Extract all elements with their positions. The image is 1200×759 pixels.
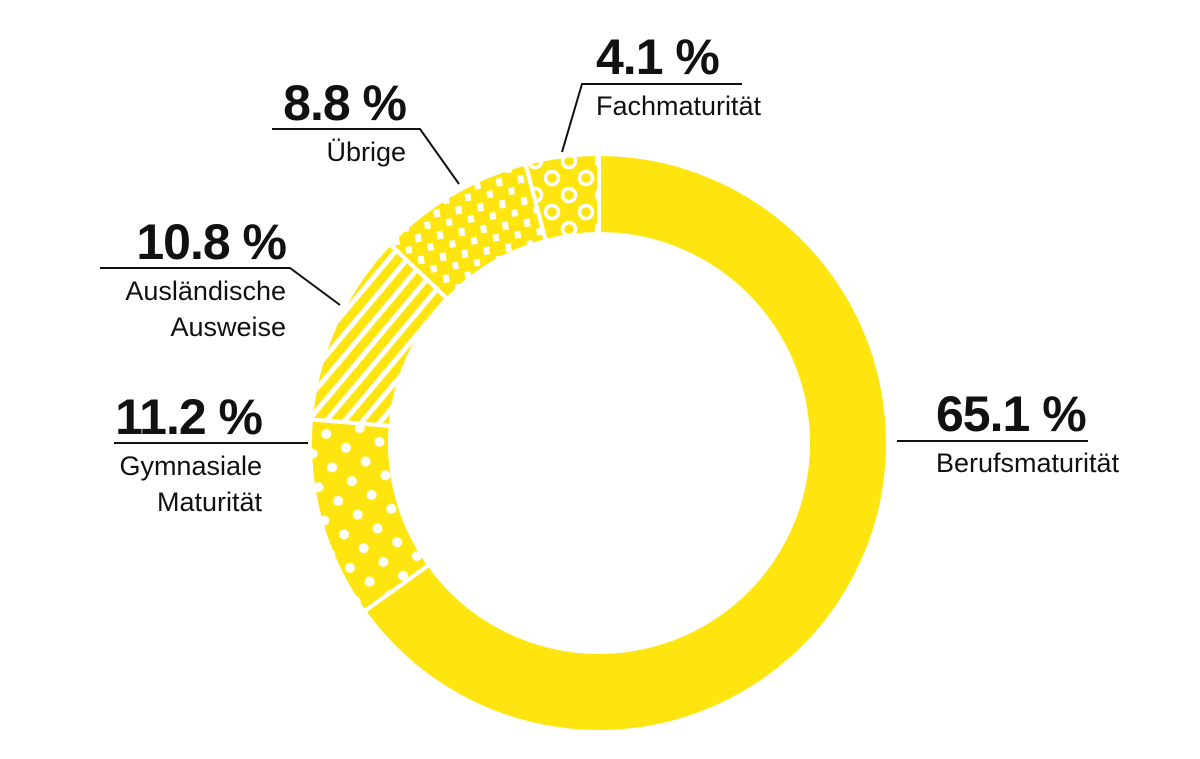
label-auslaendische-ausweise: 10.8 % Ausländische Ausweise bbox=[96, 214, 287, 345]
leader-lines bbox=[100, 83, 1088, 444]
slice-fachmaturitaet bbox=[522, 151, 601, 244]
category-label: Übrige bbox=[326, 137, 406, 167]
category-label: Ausländische bbox=[125, 276, 286, 306]
value-label: 65.1 % bbox=[936, 386, 1087, 442]
donut-slices bbox=[308, 151, 890, 734]
leader-line-uebrige bbox=[272, 128, 460, 185]
leader-line-ausl bbox=[100, 267, 341, 306]
value-label: 8.8 % bbox=[283, 75, 407, 131]
category-label: Fachmaturität bbox=[596, 91, 762, 121]
leader-line-fach bbox=[561, 83, 742, 153]
category-label: Berufsmaturität bbox=[936, 448, 1120, 478]
slice-berufsmaturitaet bbox=[361, 151, 890, 734]
value-label: 11.2 % bbox=[115, 389, 263, 445]
category-label-line2: Maturität bbox=[156, 487, 262, 517]
value-label: 4.1 % bbox=[596, 29, 720, 85]
label-gymnasiale-maturitaet: 11.2 % Gymnasiale Maturität bbox=[96, 389, 263, 520]
label-uebrige: 8.8 % Übrige bbox=[270, 75, 407, 170]
label-berufsmaturitaet: 65.1 % Berufsmaturität bbox=[936, 389, 1119, 481]
value-label: 10.8 % bbox=[136, 214, 287, 270]
category-label-line2: Ausweise bbox=[170, 312, 286, 342]
label-fachmaturitaet: 4.1 % Fachmaturität bbox=[596, 32, 761, 124]
category-label: Gymnasiale bbox=[119, 451, 262, 481]
